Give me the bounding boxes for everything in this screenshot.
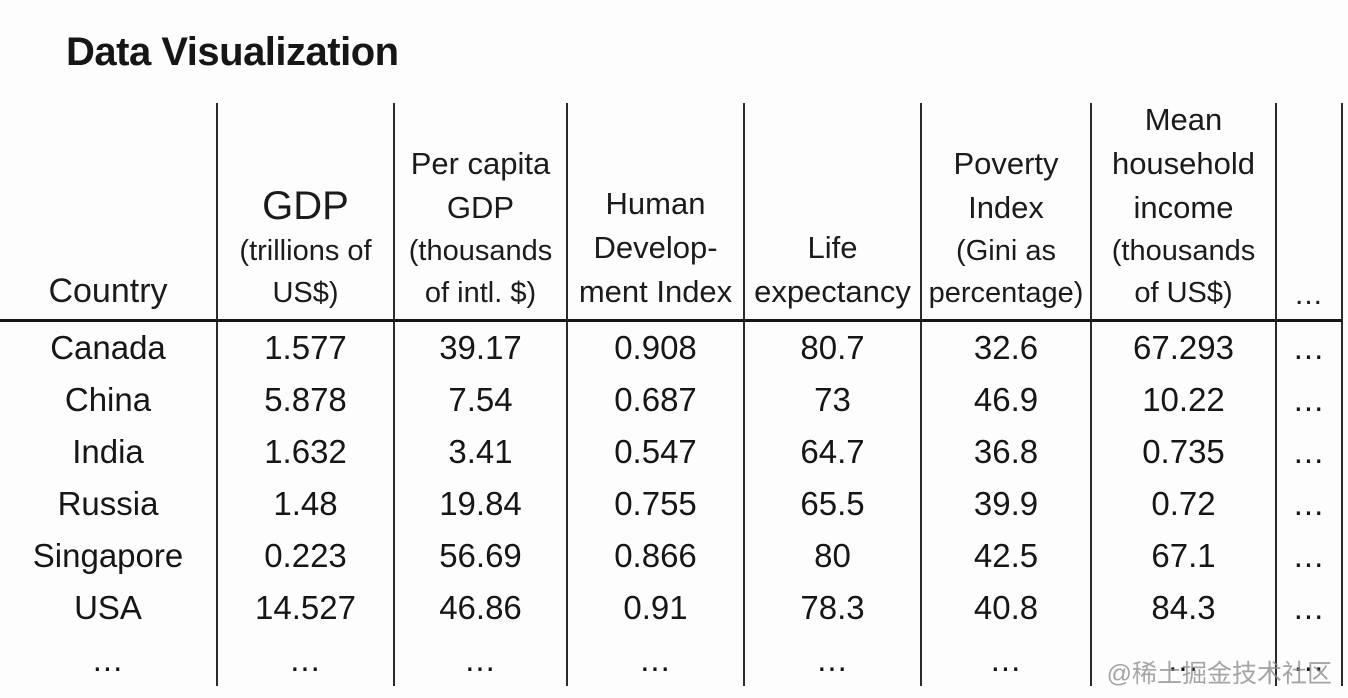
page-title: Data Visualization	[66, 30, 399, 74]
table-cell: 64.7	[745, 426, 922, 478]
row-label: Russia	[0, 478, 218, 530]
table-cell: 32.6	[922, 322, 1092, 374]
table-cell: 40.8	[922, 582, 1092, 634]
row-label: Canada	[0, 322, 218, 374]
table-cell: 65.5	[745, 478, 922, 530]
table-cell: 7.54	[395, 374, 568, 426]
col-header-gdp: GDP (trillions of US$)	[218, 103, 395, 322]
table-row-canada: Canada 1.577 39.17 0.908 80.7 32.6 67.29…	[0, 322, 1346, 374]
ellipsis-cell: ...	[395, 634, 568, 686]
col-header-unit: of US$)	[1134, 277, 1233, 309]
table-cell: 36.8	[922, 426, 1092, 478]
table-cell: 73	[745, 374, 922, 426]
row-label: China	[0, 374, 218, 426]
table-cell: 1.632	[218, 426, 395, 478]
table-cell: 0.908	[568, 322, 745, 374]
ellipsis-cell: ...	[1277, 530, 1343, 582]
col-header-mean-household-income: Mean household income (thousands of US$)	[1092, 102, 1277, 322]
table-cell: 39.9	[922, 478, 1092, 530]
table-row-usa: USA 14.527 46.86 0.91 78.3 40.8 84.3 ...	[0, 582, 1346, 634]
table-cell: 1.577	[218, 322, 395, 374]
col-header-label: Life	[807, 230, 858, 265]
ellipsis-cell: ...	[1277, 374, 1343, 426]
ellipsis-cell: ...	[1277, 426, 1343, 478]
data-table: Country GDP (trillions of US$) Per capit…	[0, 102, 1346, 686]
ellipsis-cell: ...	[1277, 582, 1343, 634]
table-cell: 5.878	[218, 374, 395, 426]
table-cell: 14.527	[218, 582, 395, 634]
table-cell: 0.91	[568, 582, 745, 634]
table-row-singapore: Singapore 0.223 56.69 0.866 80 42.5 67.1…	[0, 530, 1346, 582]
col-header-unit: (thousands	[408, 235, 553, 267]
col-header-unit: US$)	[272, 277, 339, 309]
col-header-unit: (trillions of	[239, 235, 372, 267]
col-header-label: GDP	[446, 190, 515, 225]
table-cell: 0.735	[1092, 426, 1277, 478]
watermark: @稀土掘金技术社区	[1106, 660, 1332, 688]
col-header-label: household	[1111, 146, 1256, 181]
table-cell: 0.866	[568, 530, 745, 582]
table-cell: 78.3	[745, 582, 922, 634]
ellipsis-cell: ...	[0, 634, 218, 686]
ellipsis-cell: ...	[1277, 322, 1343, 374]
table-cell: 67.1	[1092, 530, 1277, 582]
ellipsis-cell: ...	[1277, 634, 1343, 686]
ellipsis-cell: ...	[745, 634, 922, 686]
col-header-life-expectancy: Life expectancy	[745, 103, 922, 322]
table-cell: 0.687	[568, 374, 745, 426]
table-cell: 56.69	[395, 530, 568, 582]
table-cell: 0.755	[568, 478, 745, 530]
col-header-label: GDP	[262, 184, 349, 228]
table-row-china: China 5.878 7.54 0.687 73 46.9 10.22 ...	[0, 374, 1346, 426]
table-cell: 67.293	[1092, 322, 1277, 374]
col-header-label: Mean	[1144, 102, 1223, 137]
table-row-russia: Russia 1.48 19.84 0.755 65.5 39.9 0.72 .…	[0, 478, 1346, 530]
table-cell: 46.86	[395, 582, 568, 634]
col-header-more-columns: ...	[1277, 103, 1343, 322]
table-header-row: Country GDP (trillions of US$) Per capit…	[0, 102, 1346, 322]
col-header-label: Country	[48, 272, 168, 310]
table-cell: 0.223	[218, 530, 395, 582]
col-header-label: ment Index	[578, 274, 733, 309]
table-row-india: India 1.632 3.41 0.547 64.7 36.8 0.735 .…	[0, 426, 1346, 478]
col-header-unit: percentage)	[928, 277, 1084, 309]
col-header-unit: of intl. $)	[424, 277, 537, 309]
ellipsis-label: ...	[1294, 278, 1323, 311]
ellipsis-cell: ...	[218, 634, 395, 686]
col-header-per-capita-gdp: Per capita GDP (thousands of intl. $)	[395, 103, 568, 322]
table-cell: 19.84	[395, 478, 568, 530]
col-header-poverty-index: Poverty Index (Gini as percentage)	[922, 103, 1092, 322]
col-header-label: Human	[605, 186, 706, 221]
table-cell: 10.22	[1092, 374, 1277, 426]
col-header-unit: (thousands	[1111, 235, 1256, 267]
ellipsis-cell: ...	[1277, 478, 1343, 530]
col-header-country: Country	[0, 103, 218, 322]
table-cell: 39.17	[395, 322, 568, 374]
table-cell: 0.547	[568, 426, 745, 478]
table-cell: 0.72	[1092, 478, 1277, 530]
col-header-label: Develop-	[593, 230, 718, 265]
row-label: India	[0, 426, 218, 478]
col-header-label: Poverty	[953, 146, 1059, 181]
table-cell: 42.5	[922, 530, 1092, 582]
col-header-label: expectancy	[754, 274, 911, 309]
table-cell: 80.7	[745, 322, 922, 374]
col-header-label: Index	[968, 190, 1044, 225]
ellipsis-cell: ...	[1092, 634, 1277, 686]
table-cell: 1.48	[218, 478, 395, 530]
table-cell: 80	[745, 530, 922, 582]
row-label: USA	[0, 582, 218, 634]
table-row-ellipsis: ... ... ... ... ... ... ... ...	[0, 634, 1346, 686]
col-header-unit: (Gini as	[956, 235, 1056, 267]
col-header-human-development-index: Human Develop- ment Index	[568, 103, 745, 322]
ellipsis-cell: ...	[922, 634, 1092, 686]
table-cell: 3.41	[395, 426, 568, 478]
table-cell: 46.9	[922, 374, 1092, 426]
ellipsis-cell: ...	[568, 634, 745, 686]
col-header-label: income	[1133, 190, 1234, 225]
col-header-label: Per capita	[410, 146, 551, 181]
table-cell: 84.3	[1092, 582, 1277, 634]
row-label: Singapore	[0, 530, 218, 582]
